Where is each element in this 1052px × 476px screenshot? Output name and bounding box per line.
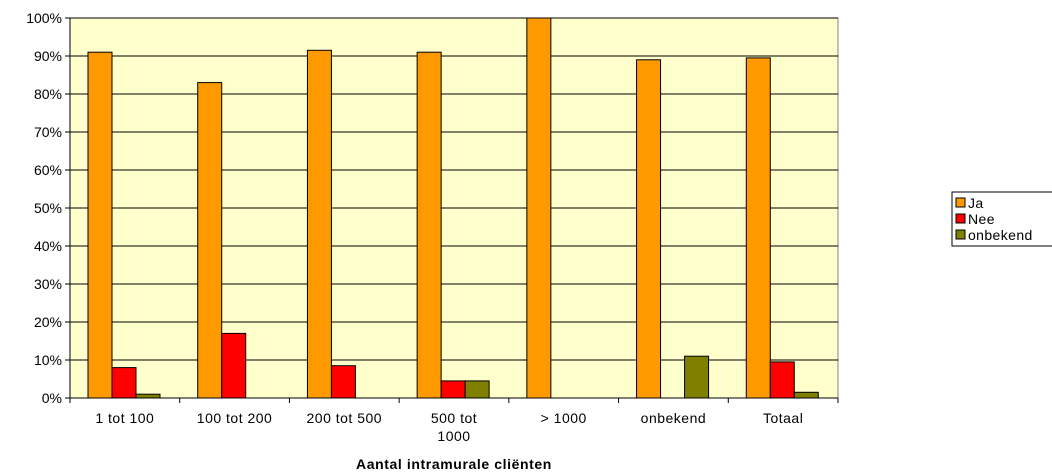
legend-box: [951, 191, 1052, 247]
x-tick-label: 500 tot: [431, 410, 477, 426]
bar-ja: [197, 82, 223, 399]
x-tick-label: 100 tot 200: [197, 410, 273, 426]
y-tick-label: 0%: [42, 390, 62, 406]
bar-onbekend: [135, 393, 161, 399]
bar-nee: [769, 361, 795, 399]
x-tick-label: 1000: [437, 428, 470, 444]
legend-swatch: [955, 197, 966, 208]
bar-nee: [440, 380, 466, 399]
legend-label: Nee: [968, 211, 995, 227]
y-tick-label: 30%: [34, 276, 62, 292]
y-tick-label: 10%: [34, 352, 62, 368]
bar-onbekend: [793, 391, 819, 399]
y-tick-label: 60%: [34, 162, 62, 178]
bar-ja: [636, 59, 662, 399]
x-axis-title: Aantal intramurale cliënten: [356, 456, 552, 472]
bar-ja: [306, 49, 332, 399]
y-tick-label: 40%: [34, 238, 62, 254]
y-tick-label: 80%: [34, 86, 62, 102]
x-tick-label: 1 tot 100: [95, 410, 154, 426]
legend-label: onbekend: [968, 227, 1033, 243]
legend-swatch: [955, 213, 966, 224]
x-tick-label: 200 tot 500: [307, 410, 383, 426]
y-tick-label: 50%: [34, 200, 62, 216]
bar-onbekend: [684, 355, 710, 399]
bar-ja: [745, 57, 771, 399]
legend-label: Ja: [968, 195, 984, 211]
x-axis: 1 tot 100 100 tot 200 200 tot 500 500 tot 10…: [69, 397, 839, 444]
bar-onbekend: [464, 380, 490, 399]
bar-ja: [87, 51, 113, 399]
legend-swatch: [955, 229, 966, 240]
y-axis: 0% 10% 20% 30% 40% 50% 60% 70% 80% 90% 100%: [26, 10, 71, 406]
bar-ja: [416, 51, 442, 399]
y-tick-label: 70%: [34, 124, 62, 140]
y-tick-label: 100%: [26, 10, 62, 26]
bar-ja: [526, 17, 552, 399]
x-tick-label: > 1000: [541, 410, 587, 426]
x-tick-label: Totaal: [763, 410, 803, 426]
bar-nee: [221, 332, 247, 399]
bar-nee: [330, 365, 356, 399]
x-tick-label: onbekend: [641, 410, 707, 426]
y-tick-label: 90%: [34, 48, 62, 64]
y-tick-label: 20%: [34, 314, 62, 330]
bar-nee: [111, 367, 137, 399]
